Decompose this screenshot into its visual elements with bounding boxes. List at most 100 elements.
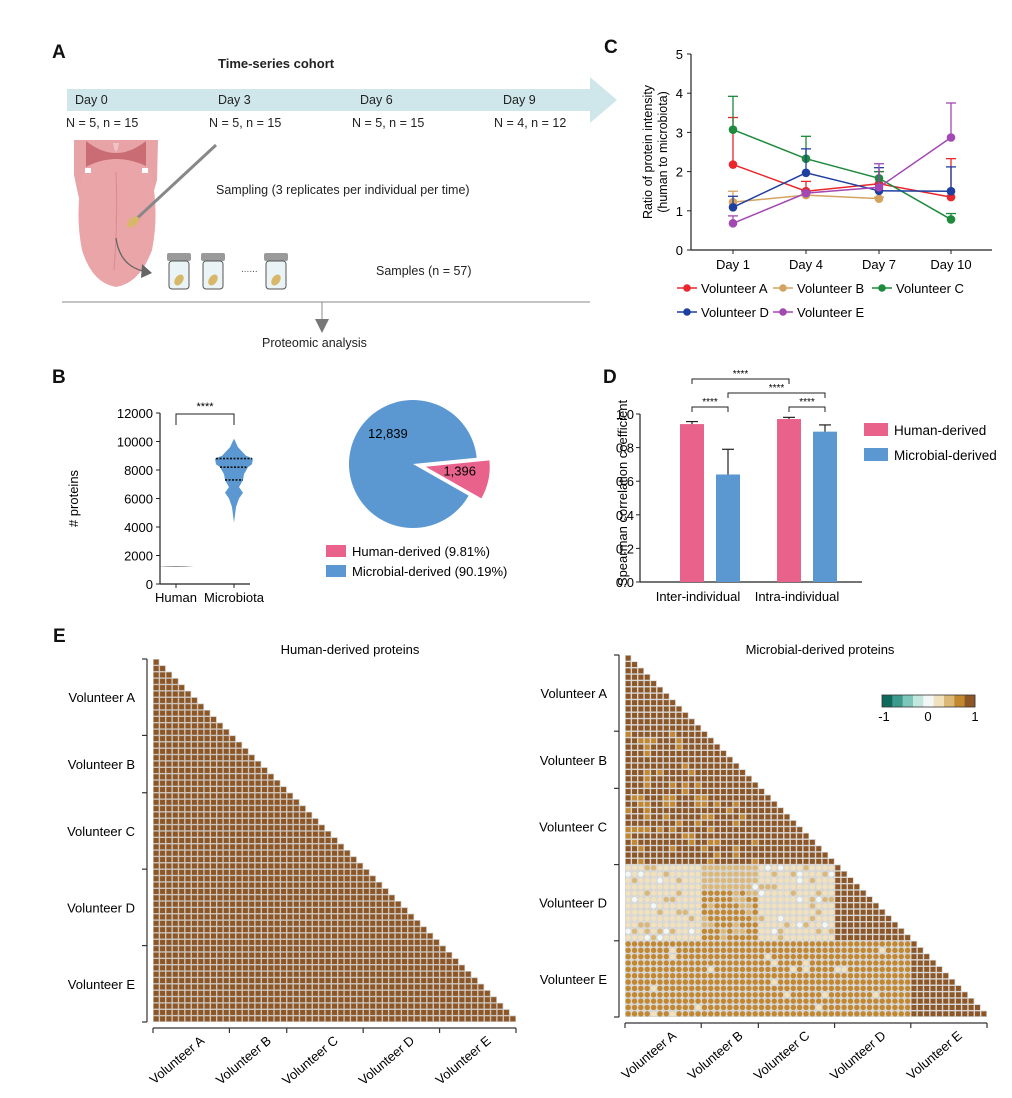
- heatmap-cell: [784, 871, 790, 877]
- heatmap-cell: [160, 888, 166, 894]
- heatmap-cell: [153, 1016, 159, 1022]
- heatmap-cell: [472, 997, 478, 1003]
- heatmap-cell: [446, 1003, 452, 1009]
- significance-label: ****: [196, 401, 214, 413]
- heatmap-cell: [332, 946, 337, 952]
- heatmap-cell: [217, 736, 223, 742]
- heatmap-cell: [166, 767, 172, 773]
- heatmap-cell: [223, 927, 229, 933]
- heatmap-cell: [657, 687, 663, 693]
- heatmap-cell: [287, 888, 293, 894]
- heatmap-cell: [332, 863, 337, 869]
- heatmap-cell: [166, 959, 172, 964]
- heatmap-cell: [274, 838, 280, 843]
- heatmap-cell: [803, 852, 809, 858]
- heatmap-cell: [816, 852, 822, 858]
- heatmap-cell: [230, 1003, 236, 1009]
- heatmap-cell: [790, 827, 796, 833]
- heatmap-cell: [484, 1003, 490, 1009]
- heatmap-cell: [179, 997, 185, 1003]
- heatmap-cell: [402, 1016, 408, 1022]
- heatmap-cell: [191, 818, 197, 824]
- heatmap-cell: [287, 984, 293, 990]
- heatmap-cell: [211, 793, 216, 799]
- heatmap-cell: [198, 818, 204, 824]
- heatmap-cell: [160, 869, 166, 875]
- heatmap-cell: [701, 795, 707, 801]
- heatmap-cell: [714, 776, 720, 782]
- y-group-label: Volunteer E: [68, 977, 136, 992]
- heatmap-cell: [701, 890, 708, 896]
- heatmap-cell: [153, 978, 159, 984]
- heatmap-cell: [179, 799, 185, 805]
- heatmap-cell: [325, 831, 331, 837]
- heatmap-cell: [236, 863, 242, 869]
- heatmap-cell: [714, 827, 720, 833]
- heatmap-cell: [153, 857, 159, 863]
- heatmap-cell: [230, 971, 236, 977]
- heatmap-cell: [242, 748, 248, 754]
- heatmap-cell: [230, 831, 236, 837]
- heatmap-cell: [172, 831, 178, 837]
- heatmap-cell: [663, 738, 669, 744]
- heatmap-cell: [300, 927, 306, 933]
- heatmap-cell: [160, 1009, 166, 1015]
- heatmap-cell: [370, 952, 376, 958]
- heatmap-cell: [230, 736, 236, 742]
- heatmap-cell: [758, 890, 765, 896]
- heatmap-cell: [689, 795, 695, 801]
- legend-label: Microbial-derived (90.19%): [352, 564, 507, 579]
- x-tick-label: Day 1: [716, 257, 750, 272]
- heatmap-cell: [632, 750, 638, 756]
- heatmap-cell: [306, 1016, 312, 1022]
- heatmap-cell: [204, 971, 210, 977]
- heatmap-cell: [179, 844, 185, 850]
- heatmap-cell: [166, 697, 172, 703]
- heatmap-cell: [663, 846, 669, 852]
- heatmap-cell: [382, 908, 388, 914]
- heatmap-cell: [465, 990, 471, 996]
- heatmap-cell: [325, 959, 331, 964]
- heatmap-cell: [217, 793, 223, 799]
- heatmap-cell: [784, 833, 790, 839]
- heatmap-cell: [351, 888, 357, 894]
- heatmap-cell: [198, 1003, 204, 1009]
- heatmap-cell: [249, 888, 255, 894]
- bar: [680, 424, 704, 582]
- heatmap-cell: [651, 744, 657, 750]
- heatmap-cell: [363, 908, 369, 914]
- heatmap-cell: [319, 965, 325, 971]
- heatmap-cell: [242, 838, 248, 843]
- heatmap-cell: [657, 795, 663, 801]
- heatmap-cell: [261, 818, 267, 824]
- heatmap-cell: [172, 908, 178, 914]
- heatmap-cell: [153, 685, 159, 691]
- heatmap-cell: [287, 863, 293, 869]
- heatmap-cell: [261, 869, 267, 875]
- heatmap-cell: [427, 939, 433, 945]
- heatmap-cell: [249, 984, 255, 990]
- heatmap-cell: [312, 869, 318, 875]
- heatmap-cell: [376, 978, 382, 984]
- heatmap-cell: [676, 750, 682, 756]
- heatmap-cell: [651, 852, 657, 858]
- heatmap-cell: [300, 946, 306, 952]
- heatmap-cell: [638, 770, 644, 775]
- heatmap-cell: [344, 850, 350, 856]
- heatmap-cell: [160, 1016, 166, 1022]
- heatmap-cell: [172, 818, 178, 824]
- heatmap-cell: [695, 865, 701, 871]
- heatmap-cell: [708, 833, 714, 839]
- heatmap-cell: [332, 901, 337, 907]
- heatmap-cell: [223, 933, 229, 939]
- heatmap-cell: [211, 920, 216, 926]
- heatmap-cell: [351, 939, 357, 945]
- heatmap-cell: [644, 884, 650, 890]
- heatmap-cell: [274, 971, 280, 977]
- heatmap-cell: [230, 882, 236, 888]
- heatmap-cell: [179, 812, 185, 818]
- heatmap-cell: [809, 839, 815, 845]
- heatmap-cell: [204, 761, 210, 767]
- heatmap-cell: [166, 876, 172, 882]
- heatmap-cell: [676, 808, 682, 814]
